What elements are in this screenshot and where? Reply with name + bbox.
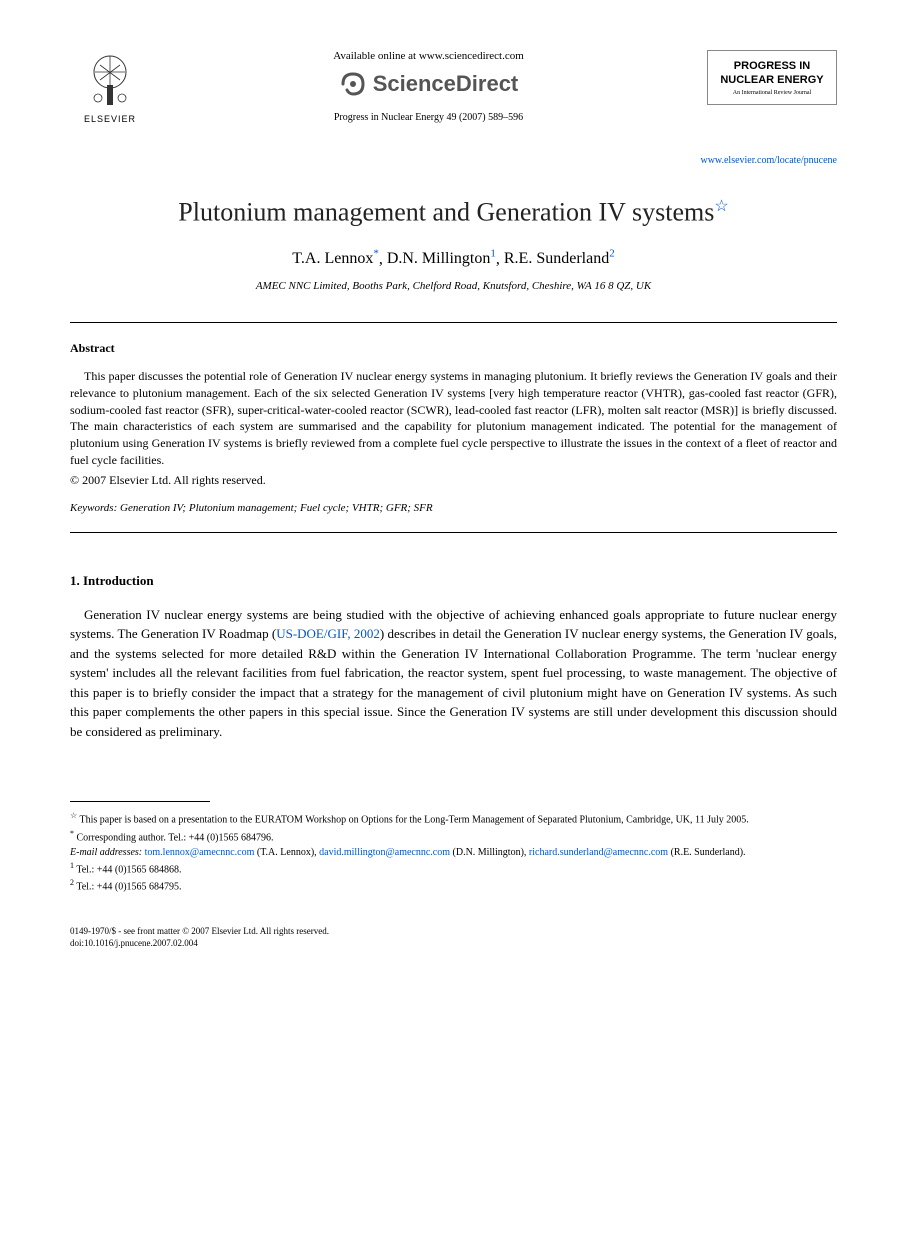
available-online-text: Available online at www.sciencedirect.co… — [150, 50, 707, 62]
email-2[interactable]: david.millington@amecnnc.com — [319, 847, 450, 858]
footnote-tel2-text: Tel.: +44 (0)1565 684795. — [76, 882, 181, 893]
keywords-label: Keywords: — [70, 502, 117, 514]
rule-before-abstract — [70, 322, 837, 323]
email-1[interactable]: tom.lennox@amecnnc.com — [145, 847, 255, 858]
footer-info: 0149-1970/$ - see front matter © 2007 El… — [70, 925, 837, 950]
abstract-copyright: © 2007 Elsevier Ltd. All rights reserved… — [70, 473, 837, 488]
elsevier-logo[interactable]: ELSEVIER — [70, 50, 150, 140]
journal-url-link[interactable]: www.elsevier.com/locate/pnucene — [70, 155, 837, 166]
footer-doi: doi:10.1016/j.pnucene.2007.02.004 — [70, 937, 837, 950]
email-1-name: (T.A. Lennox) — [257, 847, 314, 858]
authors-line: T.A. Lennox*, D.N. Millington1, R.E. Sun… — [70, 248, 837, 268]
footnote-sup-1: 1 — [70, 861, 74, 870]
center-header: Available online at www.sciencedirect.co… — [150, 50, 707, 123]
footnote-tel1: 1 Tel.: +44 (0)1565 684868. — [70, 860, 837, 877]
email-label: E-mail addresses: — [70, 847, 142, 858]
sciencedirect-text: ScienceDirect — [373, 71, 519, 97]
journal-box-title: PROGRESS IN NUCLEAR ENERGY — [712, 59, 832, 88]
author-1[interactable]: T.A. Lennox* — [292, 250, 379, 267]
sciencedirect-logo[interactable]: ScienceDirect — [150, 70, 707, 98]
introduction-heading: 1. Introduction — [70, 573, 837, 589]
email-3[interactable]: richard.sunderland@amecnnc.com — [529, 847, 668, 858]
title-note-symbol[interactable]: ☆ — [714, 198, 728, 215]
elsevier-tree-icon — [80, 50, 140, 110]
keywords-values: Generation IV; Plutonium management; Fue… — [120, 502, 433, 514]
keywords-line: Keywords: Generation IV; Plutonium manag… — [70, 502, 837, 514]
article-title: Plutonium management and Generation IV s… — [70, 196, 837, 228]
footnote-sup-2: 2 — [70, 878, 74, 887]
footnote-corresponding-text: Corresponding author. Tel.: +44 (0)1565 … — [77, 832, 274, 843]
abstract-text: This paper discusses the potential role … — [70, 368, 837, 469]
email-3-name: (R.E. Sunderland). — [671, 847, 746, 858]
journal-box-subtitle: An International Review Journal — [712, 90, 832, 96]
citation-link[interactable]: US-DOE/GIF, 2002 — [276, 626, 380, 641]
footnote-corresponding: * Corresponding author. Tel.: +44 (0)156… — [70, 828, 837, 845]
introduction-paragraph: Generation IV nuclear energy systems are… — [70, 605, 837, 742]
footnote-rule — [70, 801, 210, 802]
title-text: Plutonium management and Generation IV s… — [178, 198, 714, 227]
abstract-heading: Abstract — [70, 341, 837, 356]
journal-cover-box: PROGRESS IN NUCLEAR ENERGY An Internatio… — [707, 50, 837, 105]
author-2[interactable]: D.N. Millington1 — [387, 250, 496, 267]
footnote-tel1-text: Tel.: +44 (0)1565 684868. — [76, 864, 181, 875]
footnote-star: ☆ This paper is based on a presentation … — [70, 810, 837, 827]
footnote-emails: E-mail addresses: tom.lennox@amecnnc.com… — [70, 845, 837, 860]
footnote-star-text: This paper is based on a presentation to… — [80, 815, 749, 826]
header-row: ELSEVIER Available online at www.science… — [70, 50, 837, 140]
intro-text-after: ) describes in detail the Generation IV … — [70, 626, 837, 739]
sciencedirect-icon — [339, 70, 367, 98]
author-3[interactable]: R.E. Sunderland2 — [504, 250, 615, 267]
email-2-name: (D.N. Millington) — [453, 847, 524, 858]
affiliation: AMEC NNC Limited, Booths Park, Chelford … — [70, 280, 837, 292]
footnote-asterisk-symbol: * — [70, 829, 74, 838]
elsevier-label: ELSEVIER — [84, 114, 136, 124]
footer-issn: 0149-1970/$ - see front matter © 2007 El… — [70, 925, 837, 938]
rule-after-abstract — [70, 532, 837, 533]
journal-reference: Progress in Nuclear Energy 49 (2007) 589… — [150, 112, 707, 123]
footnote-star-symbol: ☆ — [70, 811, 77, 820]
footnote-tel2: 2 Tel.: +44 (0)1565 684795. — [70, 877, 837, 894]
